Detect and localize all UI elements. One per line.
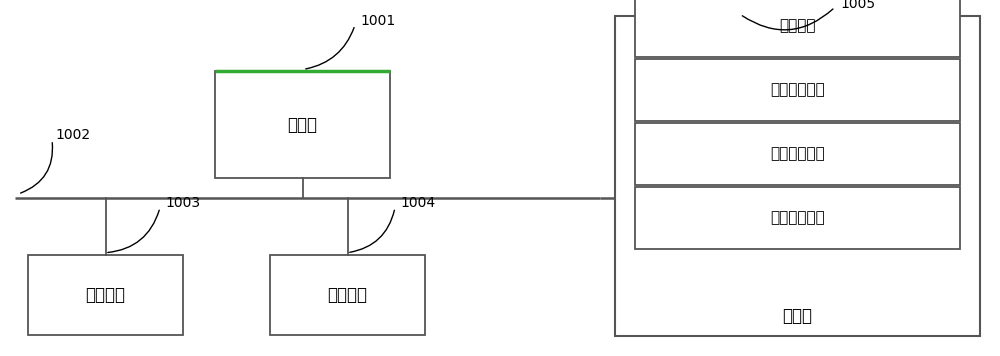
Bar [28,255,183,335]
Text: 处理器: 处理器 [288,116,318,134]
Text: 操作系统: 操作系统 [779,18,816,33]
Text: 存储器: 存储器 [782,307,812,325]
Text: 1001: 1001 [360,14,395,28]
Bar [615,16,980,336]
Bar [635,0,960,57]
Text: 1002: 1002 [55,128,90,142]
Text: 按键识别程序: 按键识别程序 [770,210,825,226]
Text: 网络接口: 网络接口 [328,286,368,304]
Bar [635,59,960,121]
Text: 用户接口: 用户接口 [86,286,126,304]
Text: 用户接口模块: 用户接口模块 [770,146,825,162]
Text: 1004: 1004 [400,196,435,210]
Bar [215,71,390,178]
Text: 1005: 1005 [840,0,875,11]
Bar [635,187,960,249]
Bar [635,123,960,185]
Bar [270,255,425,335]
Text: 1003: 1003 [165,196,200,210]
Text: 网络通信模块: 网络通信模块 [770,82,825,98]
